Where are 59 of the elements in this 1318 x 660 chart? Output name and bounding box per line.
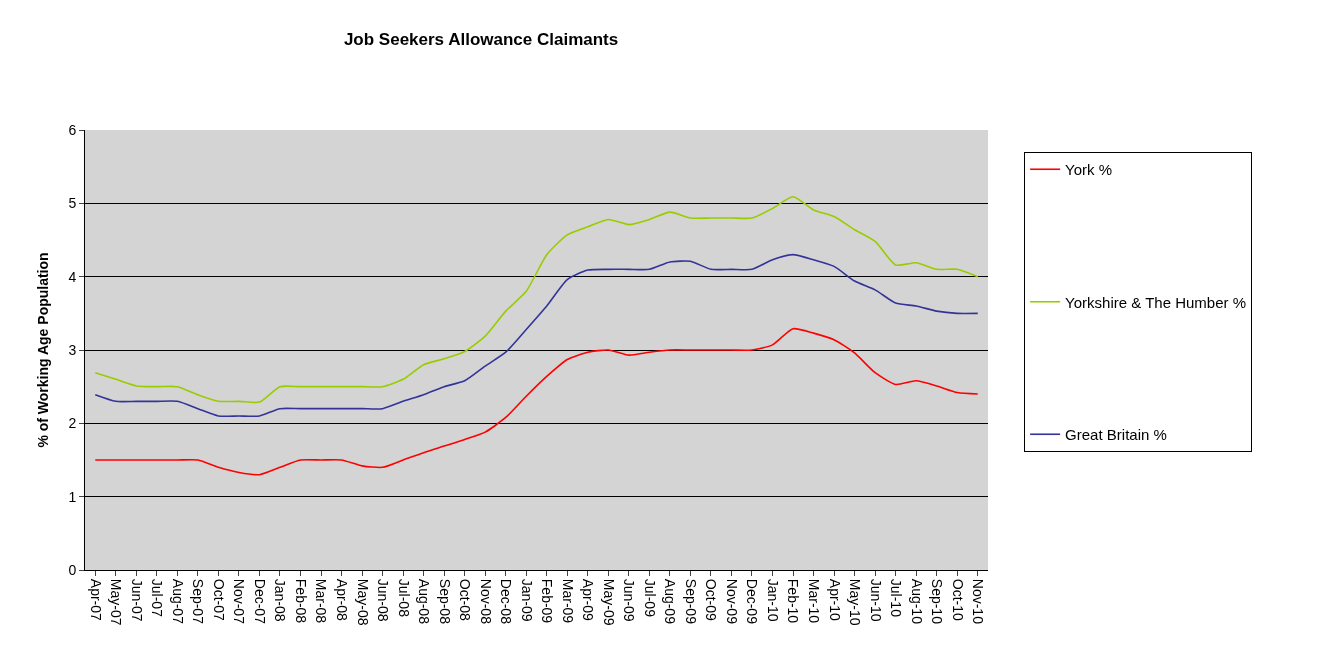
x-tick-label: Aug-07	[169, 578, 186, 625]
x-tick-label: Aug-08	[416, 578, 433, 625]
x-tick-label: Sep-09	[682, 578, 699, 625]
y-tick-label: 0	[68, 561, 77, 578]
x-tick-label: Nov-07	[231, 578, 248, 625]
x-tick-label: Mar-10	[806, 578, 823, 624]
x-tick-label: May-09	[600, 578, 617, 626]
x-tick-label: Dec-08	[498, 578, 515, 625]
x-tick-label: Feb-09	[539, 578, 556, 624]
x-tick-label: Mar-09	[559, 578, 576, 624]
y-tick-label: 5	[68, 195, 77, 212]
x-tick-label: May-07	[108, 578, 125, 626]
x-tick-label: Feb-10	[785, 578, 802, 624]
legend-label: Great Britain %	[1065, 426, 1167, 444]
x-tick-label: Sep-10	[929, 578, 946, 625]
x-tick-label: Jan-09	[518, 578, 535, 622]
y-tick-label: 3	[68, 341, 77, 358]
x-tick-label: Apr-08	[333, 578, 350, 622]
y-tick-label: 4	[68, 268, 77, 285]
x-tick-label: May-08	[354, 578, 371, 626]
x-tick-label: May-10	[847, 578, 864, 626]
x-tick-label: Sep-08	[436, 578, 453, 625]
x-tick-label: Apr-09	[580, 578, 597, 622]
x-tick-label: Nov-10	[970, 578, 987, 625]
x-tick-label: Oct-09	[703, 578, 720, 622]
x-tick-label: Jan-08	[272, 578, 289, 622]
y-tick-label: 6	[68, 121, 77, 138]
x-tick-label: Jul-10	[888, 578, 905, 618]
x-tick-label: Jul-08	[395, 578, 412, 618]
y-tick-label: 2	[68, 415, 77, 432]
x-tick-label: Jun-10	[867, 578, 884, 622]
x-tick-label: Jun-09	[621, 578, 638, 622]
x-tick-label: Oct-08	[457, 578, 474, 622]
x-tick-label: Dec-07	[251, 578, 268, 625]
x-tick-label: Dec-09	[744, 578, 761, 625]
x-tick-label: Oct-07	[210, 578, 227, 622]
x-tick-label: Sep-07	[190, 578, 207, 625]
x-tick-label: Feb-08	[292, 578, 309, 624]
x-tick-label: Nov-09	[723, 578, 740, 625]
x-tick-label: Oct-10	[949, 578, 966, 622]
x-tick-label: Apr-07	[87, 578, 104, 622]
legend-label: York %	[1065, 161, 1113, 179]
x-tick-label: Apr-10	[826, 578, 843, 622]
line-series	[94, 253, 979, 418]
y-axis-title: % of Working Age Population	[35, 252, 51, 448]
x-tick-label: Aug-09	[662, 578, 679, 625]
line-series	[94, 327, 979, 476]
x-tick-label: Aug-10	[908, 578, 925, 625]
x-tick-label: Jan-10	[764, 578, 781, 622]
line-series	[94, 195, 979, 404]
chart-title: Job Seekers Allowance Claimants	[343, 29, 619, 49]
x-tick-label: Mar-08	[313, 578, 330, 624]
x-tick-label: Nov-08	[477, 578, 494, 625]
x-tick-label: Jun-07	[128, 578, 145, 622]
x-tick-label: Jul-09	[641, 578, 658, 618]
y-tick-label: 1	[68, 488, 77, 505]
x-tick-label: Jul-07	[149, 578, 166, 618]
x-tick-label: Jun-08	[375, 578, 392, 622]
legend-label: Yorkshire & The Humber %	[1065, 293, 1247, 311]
